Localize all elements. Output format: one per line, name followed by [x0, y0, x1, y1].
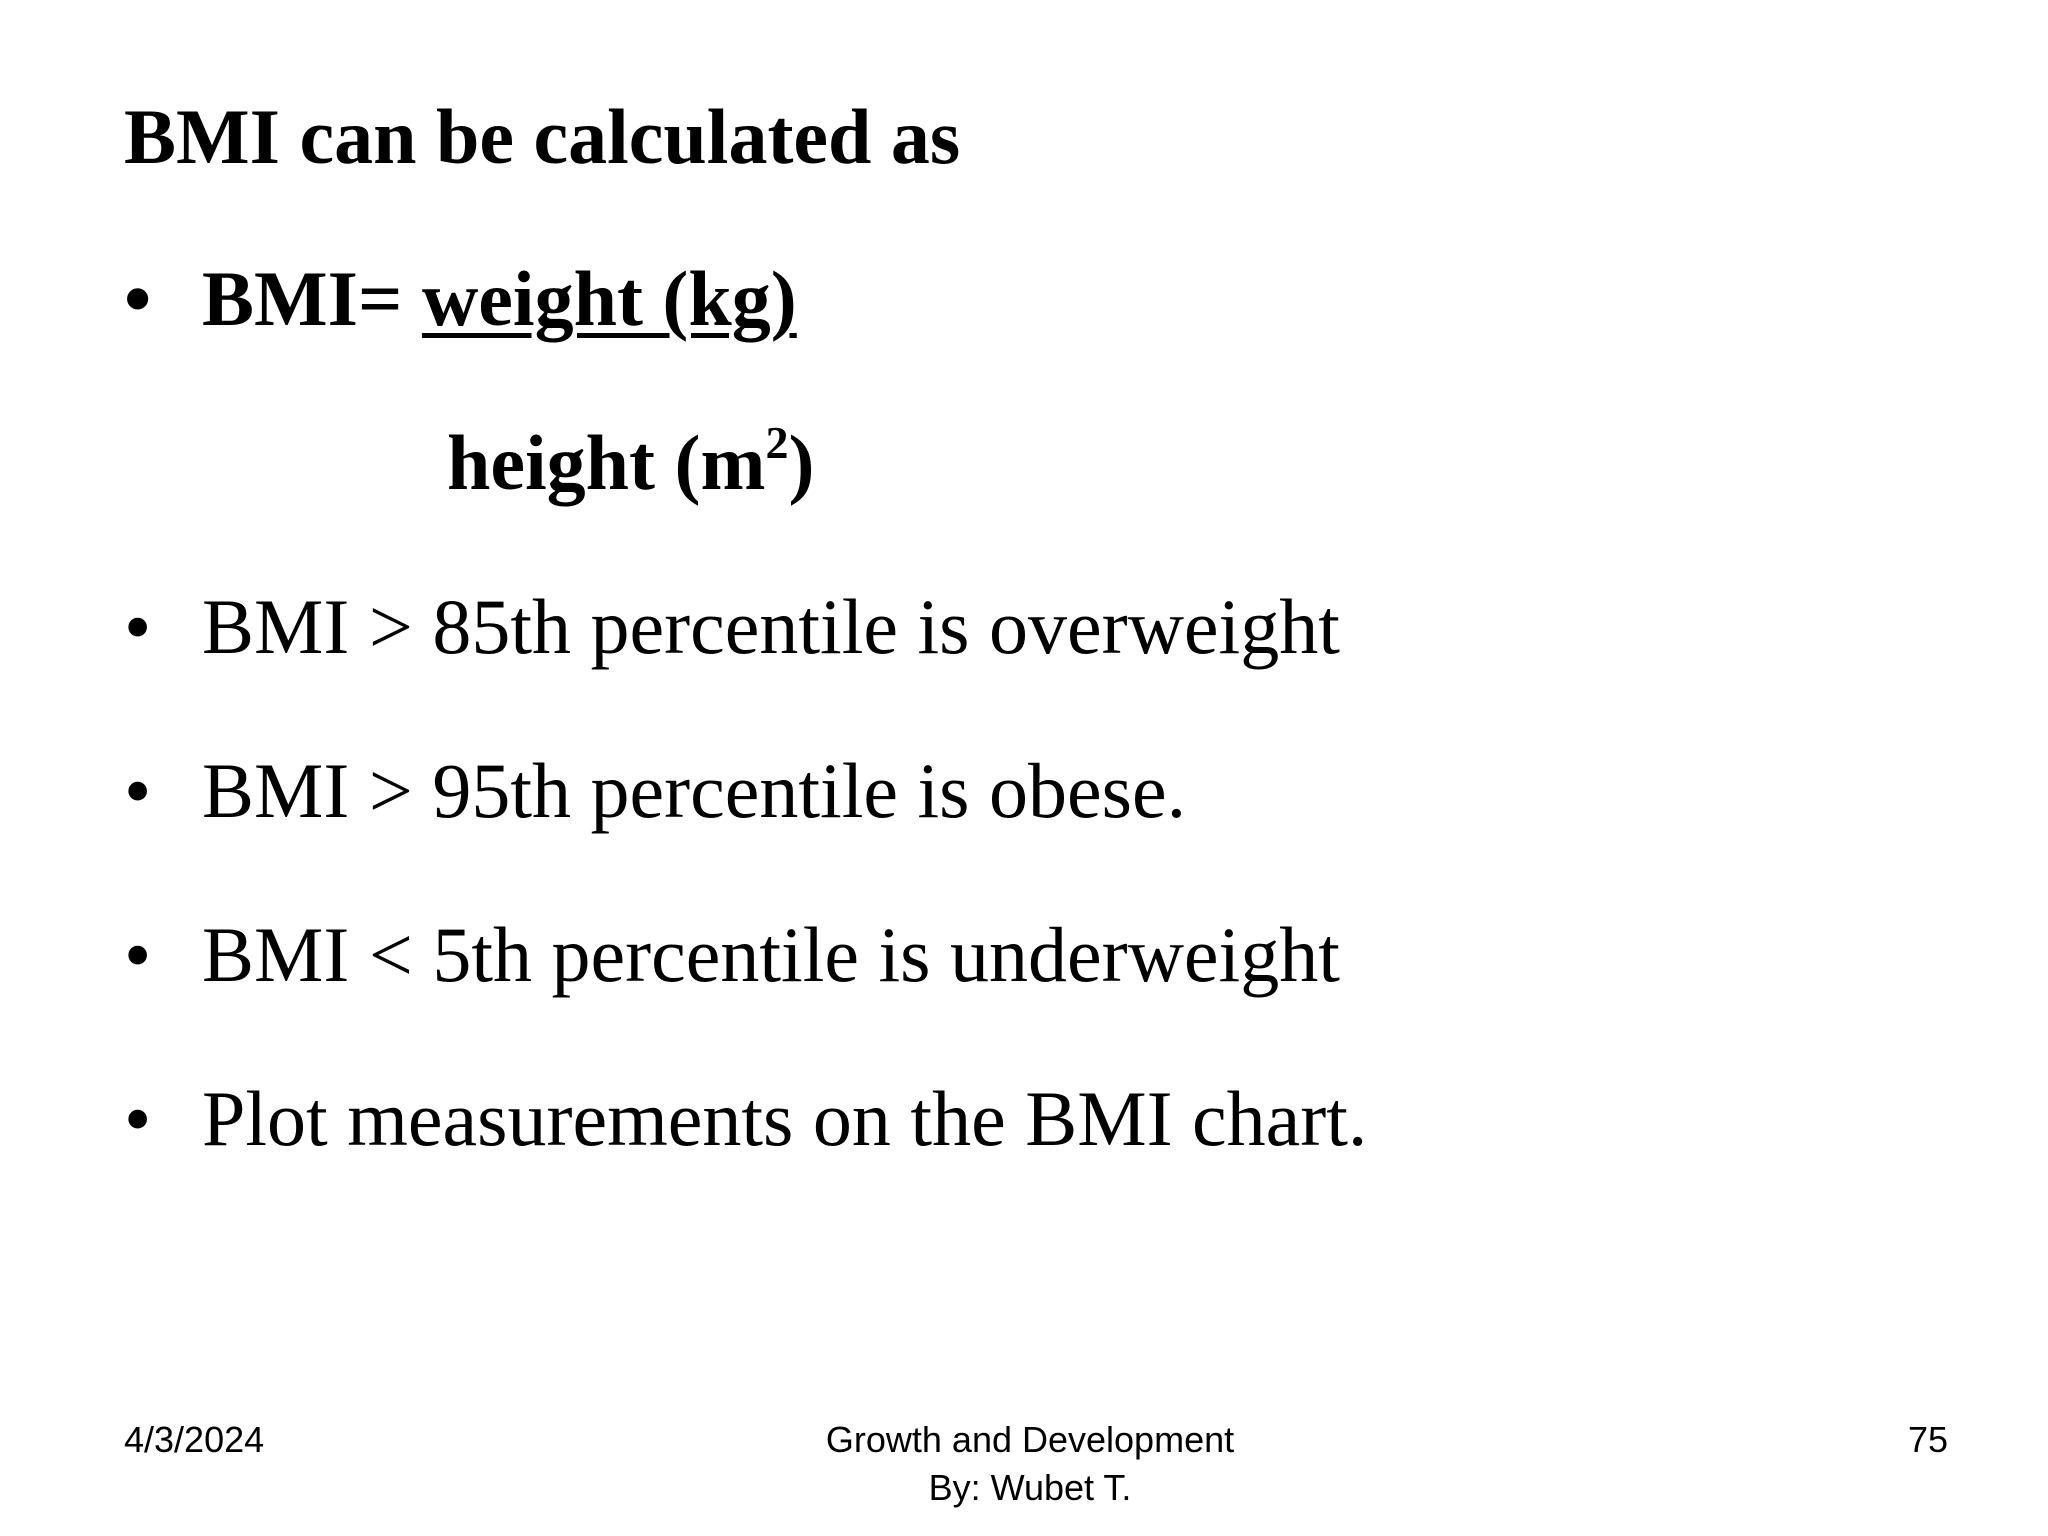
- formula-denominator-close: ): [788, 419, 815, 506]
- footer-title: Growth and Development: [825, 1419, 1235, 1460]
- bullet-marker: •: [124, 1075, 152, 1162]
- footer-center: Growth and Development By: Wubet T.: [700, 1416, 1360, 1512]
- bullet-list: • BMI= weight (kg) • BMI > 85th percenti…: [124, 0, 1924, 1536]
- formula-denominator: height (m2): [447, 418, 814, 508]
- formula-numerator-line: BMI= weight (kg): [202, 254, 797, 344]
- bullet-text: BMI > 85th percentile is overweight: [202, 583, 1340, 670]
- bullet-text: Plot measurements on the BMI chart.: [202, 1075, 1368, 1162]
- formula-numerator: weight (kg): [421, 255, 797, 342]
- bullet-marker: •: [124, 911, 152, 998]
- bullet-text: BMI > 95th percentile is obese.: [202, 747, 1187, 834]
- slide-title: BMI can be calculated as: [124, 93, 961, 180]
- bullet-marker: •: [124, 583, 152, 670]
- bullet-marker: •: [124, 255, 152, 342]
- bullet-text: BMI < 5th percentile is underweight: [202, 911, 1340, 998]
- footer-author: By: Wubet T.: [928, 1467, 1132, 1508]
- formula-exponent: 2: [765, 417, 789, 468]
- formula-denominator-text: height (m: [447, 419, 766, 506]
- footer-date: 4/3/2024: [124, 1419, 265, 1460]
- page-number: 75: [1907, 1419, 1948, 1460]
- bullet-marker: •: [124, 747, 152, 834]
- formula-prefix: BMI=: [202, 255, 422, 342]
